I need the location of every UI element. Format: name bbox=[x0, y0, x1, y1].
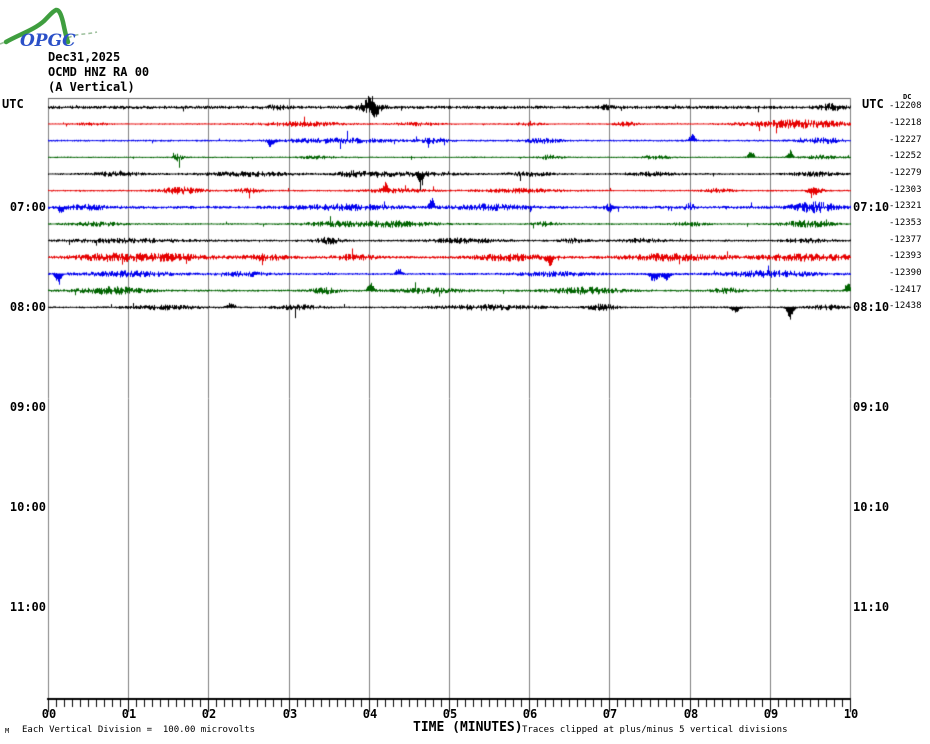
dc-offset-value: -12227 bbox=[889, 135, 922, 145]
dc-offset-value: -12438 bbox=[889, 301, 922, 311]
dc-offset-value: -12279 bbox=[889, 168, 922, 178]
x-tick-label: 02 bbox=[201, 707, 217, 721]
dc-offset-caption: DC bbox=[903, 93, 912, 101]
x-axis-title: TIME (MINUTES) bbox=[413, 720, 523, 735]
dc-offset-value: -12208 bbox=[889, 101, 922, 111]
left-time-label: 10:00 bbox=[9, 500, 46, 514]
left-time-label: 08:00 bbox=[9, 300, 46, 314]
dc-offset-value: -12303 bbox=[889, 185, 922, 195]
vertical-division-note: Each Vertical Division = 100.00 microvol… bbox=[22, 725, 255, 735]
x-tick-label: 07 bbox=[602, 707, 618, 721]
x-tick-label: 08 bbox=[683, 707, 699, 721]
dc-offset-value: -12321 bbox=[889, 201, 922, 211]
x-tick-label: 05 bbox=[442, 707, 458, 721]
right-axis-title: UTC bbox=[862, 97, 884, 111]
header-component: (A Vertical) bbox=[48, 80, 135, 94]
clipping-note: Traces clipped at plus/minus 5 vertical … bbox=[522, 725, 788, 735]
opgc-logo: OPGC bbox=[0, 7, 98, 51]
logo-text: OPGC bbox=[20, 31, 76, 51]
dc-offset-value: -12377 bbox=[889, 235, 922, 245]
right-time-label: 08:10 bbox=[853, 300, 890, 314]
x-tick-label: 10 bbox=[843, 707, 859, 721]
x-tick-label: 04 bbox=[362, 707, 378, 721]
x-tick-label: 03 bbox=[282, 707, 298, 721]
right-time-label: 07:10 bbox=[853, 200, 890, 214]
left-axis-title: UTC bbox=[2, 97, 24, 111]
x-tick-label: 06 bbox=[522, 707, 538, 721]
header-station-code: OCMD HNZ RA 00 bbox=[48, 65, 150, 79]
logo-volcano-curve bbox=[3, 7, 71, 45]
right-time-label: 10:10 bbox=[853, 500, 890, 514]
dc-offset-value: -12353 bbox=[889, 218, 922, 228]
dc-offset-value: -12252 bbox=[889, 151, 922, 161]
x-tick-label: 09 bbox=[763, 707, 779, 721]
footer-glyph: M bbox=[5, 727, 10, 735]
logo-dash-right bbox=[67, 31, 98, 39]
right-time-label: 11:10 bbox=[853, 600, 890, 614]
dc-offset-value: -12218 bbox=[889, 118, 922, 128]
left-time-label: 11:00 bbox=[9, 600, 46, 614]
dc-offset-value: -12393 bbox=[889, 251, 922, 261]
dc-offset-value: -12417 bbox=[889, 285, 922, 295]
header-date: Dec31,2025 bbox=[48, 50, 121, 64]
left-time-label: 09:00 bbox=[9, 400, 46, 414]
right-time-label: 09:10 bbox=[853, 400, 890, 414]
x-tick-label: 00 bbox=[41, 707, 57, 721]
dc-offset-value: -12390 bbox=[889, 268, 922, 278]
left-time-label: 07:00 bbox=[9, 200, 46, 214]
x-tick-label: 01 bbox=[121, 707, 137, 721]
